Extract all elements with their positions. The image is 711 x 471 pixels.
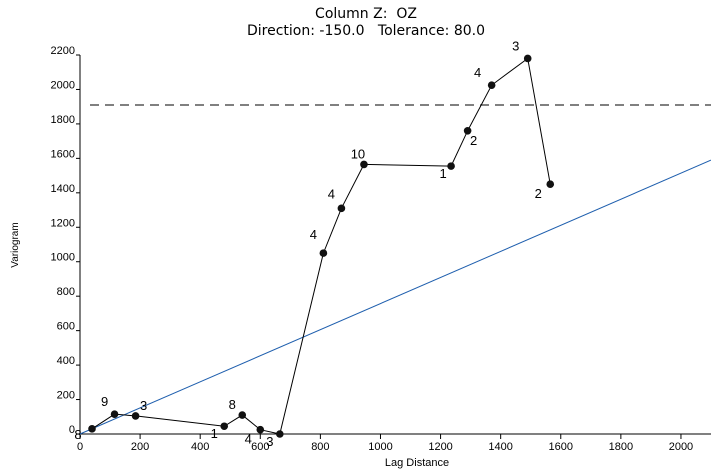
variogram-point bbox=[276, 430, 284, 438]
variogram-point bbox=[110, 410, 119, 418]
variogram-point bbox=[487, 81, 496, 89]
pair-count-label: 8 bbox=[74, 427, 81, 442]
variogram-point bbox=[337, 204, 346, 213]
variogram-point bbox=[447, 162, 455, 170]
pair-count-label: 1 bbox=[439, 166, 446, 181]
chart-subtitle: Direction: -150.0 Tolerance: 80.0 bbox=[247, 23, 485, 39]
variogram-point bbox=[88, 425, 96, 433]
pair-count-label: 4 bbox=[328, 186, 335, 201]
y-tick-label: 2200 bbox=[51, 45, 75, 57]
x-tick-label: 800 bbox=[311, 441, 329, 453]
pair-count-label: 10 bbox=[351, 146, 365, 161]
y-tick-label: 800 bbox=[57, 286, 75, 298]
variogram-point bbox=[546, 180, 555, 189]
y-tick-label: 1200 bbox=[51, 217, 75, 229]
y-tick-label: 600 bbox=[57, 321, 75, 333]
variogram-point bbox=[523, 54, 532, 63]
variogram-series-line bbox=[91, 57, 551, 435]
y-axis-label: Variogram bbox=[10, 222, 21, 267]
variogram-point bbox=[131, 412, 140, 420]
y-tick-label: 1800 bbox=[51, 114, 75, 126]
variogram-point bbox=[360, 160, 368, 169]
y-tick-label: 1000 bbox=[51, 252, 75, 264]
y-tick-label: 0 bbox=[69, 424, 75, 436]
x-tick-label: 200 bbox=[131, 441, 149, 453]
variogram-point bbox=[220, 422, 229, 431]
y-tick-label: 2000 bbox=[51, 79, 75, 91]
y-tick-label: 400 bbox=[57, 355, 75, 367]
x-tick-label: 1800 bbox=[609, 441, 633, 453]
x-axis-label: Lag Distance bbox=[385, 457, 449, 469]
variogram-point bbox=[238, 411, 247, 419]
x-tick-label: 400 bbox=[191, 441, 209, 453]
pair-count-label: 4 bbox=[245, 432, 252, 447]
x-tick-label: 1000 bbox=[368, 441, 392, 453]
pair-count-label: 3 bbox=[140, 398, 147, 413]
pair-count-label: 4 bbox=[310, 227, 317, 242]
chart-title: Column Z: OZ bbox=[315, 6, 417, 22]
pair-count-label: 1 bbox=[211, 426, 218, 441]
x-tick-label: 0 bbox=[77, 441, 83, 453]
x-tick-label: 2000 bbox=[669, 441, 693, 453]
pair-count-label: 8 bbox=[229, 397, 236, 412]
pair-count-label: 2 bbox=[535, 186, 542, 201]
pair-count-label: 3 bbox=[512, 38, 519, 53]
y-tick-label: 200 bbox=[57, 390, 75, 402]
x-tick-label: 1400 bbox=[488, 441, 512, 453]
pair-count-label: 9 bbox=[101, 394, 108, 409]
pair-count-label: 3 bbox=[266, 434, 273, 449]
pair-count-label: 4 bbox=[474, 65, 481, 80]
variogram-point bbox=[256, 425, 265, 434]
pair-count-label: 2 bbox=[470, 133, 477, 148]
x-tick-label: 1600 bbox=[549, 441, 573, 453]
y-tick-label: 1600 bbox=[51, 148, 75, 160]
x-tick-label: 1200 bbox=[428, 441, 452, 453]
model-fit-line bbox=[79, 159, 711, 435]
x-tick-label: 600 bbox=[251, 441, 269, 453]
y-tick-label: 1400 bbox=[51, 183, 75, 195]
variogram-point bbox=[319, 249, 328, 257]
variogram-point bbox=[463, 127, 472, 135]
